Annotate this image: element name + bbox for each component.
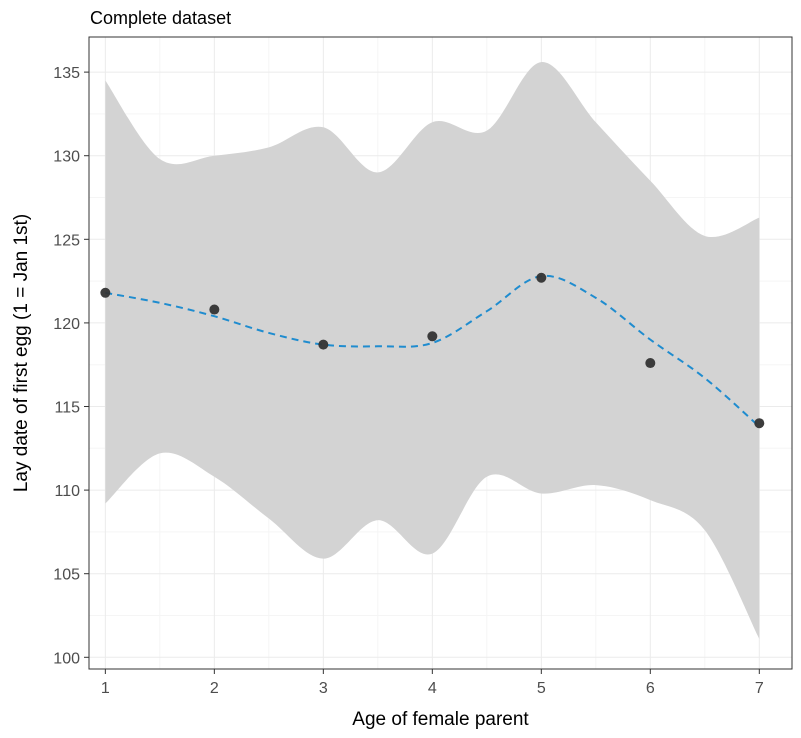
x-axis-title: Age of female parent xyxy=(352,709,529,730)
x-axis: 1 2 3 4 5 6 7 xyxy=(101,669,764,697)
x-tick-label: 1 xyxy=(101,680,110,697)
x-tick-label: 3 xyxy=(319,680,328,697)
data-point xyxy=(645,358,656,369)
confidence-ribbon xyxy=(105,62,760,639)
data-point xyxy=(536,272,547,283)
smooth-line xyxy=(105,274,760,428)
y-tick-label: 100 xyxy=(53,650,80,667)
smooth-line-layer xyxy=(105,274,760,428)
data-points xyxy=(100,272,765,429)
y-tick-label: 115 xyxy=(54,400,80,417)
x-tick-label: 6 xyxy=(646,680,655,697)
data-point xyxy=(318,339,329,350)
y-axis: 100 105 110 115 120 125 130 135 xyxy=(53,65,89,667)
y-tick-label: 130 xyxy=(53,149,80,166)
x-tick-label: 5 xyxy=(537,680,546,697)
chart-title: Complete dataset xyxy=(90,8,231,28)
data-point xyxy=(427,331,438,342)
x-tick-label: 4 xyxy=(428,680,437,697)
y-tick-label: 120 xyxy=(53,316,80,333)
y-tick-label: 135 xyxy=(53,65,80,82)
y-tick-label: 125 xyxy=(53,232,80,249)
y-tick-label: 105 xyxy=(53,567,80,584)
y-axis-title: Lay date of first egg (1 = Jan 1st) xyxy=(11,214,32,492)
data-point xyxy=(209,304,220,315)
data-point xyxy=(754,418,765,429)
x-tick-label: 2 xyxy=(210,680,219,697)
y-tick-label: 110 xyxy=(54,483,80,500)
x-tick-label: 7 xyxy=(755,680,764,697)
panel-border xyxy=(88,36,793,670)
data-point xyxy=(100,287,111,298)
ribbon-area xyxy=(105,62,760,639)
